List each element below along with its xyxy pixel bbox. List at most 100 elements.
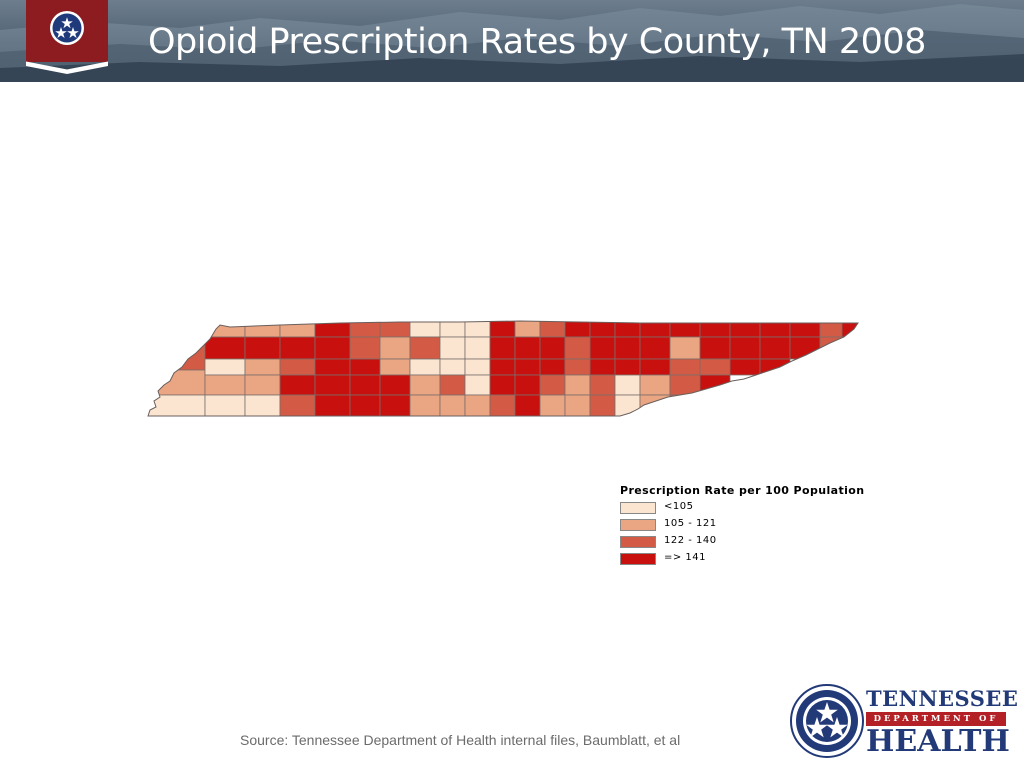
seal-icon [790,684,864,758]
county [589,321,616,338]
county [379,358,411,376]
county [349,358,381,376]
county [314,394,351,416]
county [464,358,491,376]
county [514,394,541,416]
county [148,344,206,371]
county [841,321,858,338]
county [464,321,491,338]
county [819,321,843,338]
county [614,358,641,376]
county [148,369,206,396]
county [639,358,671,376]
source-citation: Source: Tennessee Department of Health i… [240,732,681,748]
county [439,336,466,360]
page-title: Opioid Prescription Rates by County, TN … [148,22,926,62]
county [489,394,516,416]
county [614,394,641,416]
county [379,394,411,416]
county [244,394,281,416]
county [314,374,351,396]
county [279,358,316,376]
county [204,374,246,396]
county [729,358,761,376]
county [639,336,671,360]
county [349,336,381,360]
county [669,336,701,360]
county [564,374,591,396]
star-icon [67,27,79,38]
county [204,358,246,376]
county [729,321,761,338]
county [379,336,411,360]
county [514,374,541,396]
county [539,321,566,338]
county [589,374,616,396]
county [564,394,591,416]
county [514,336,541,360]
county [729,336,761,360]
county [564,321,591,338]
county [564,358,591,376]
county [279,374,316,396]
county [439,321,466,338]
legend-label: => 141 [664,552,707,563]
county [409,336,441,360]
legend-title: Prescription Rate per 100 Population [620,484,865,497]
county [464,336,491,360]
tn-flag-badge [26,0,108,74]
county [244,358,281,376]
county [589,358,616,376]
legend-swatch [620,553,656,565]
county [699,336,731,360]
county [244,336,281,360]
legend-label: 122 - 140 [664,535,717,546]
county [614,374,641,396]
county [514,358,541,376]
legend-swatch [620,519,656,531]
county [204,394,246,416]
county [409,394,441,416]
county [409,321,441,338]
header-banner: Opioid Prescription Rates by County, TN … [0,0,1024,82]
state-outline [147,320,859,417]
county [589,336,616,360]
county [539,336,566,360]
county [464,394,491,416]
county [204,336,246,360]
county [439,394,466,416]
county [639,394,671,416]
county [464,374,491,396]
logo-text-tennessee: TENNESSEE [866,686,1019,711]
county [349,321,381,338]
county [489,321,516,338]
logo-text-health: HEALTH [866,724,1010,759]
county [669,358,701,376]
county [759,321,791,338]
county [819,336,843,360]
county [439,374,466,396]
legend-label: 105 - 121 [664,518,717,529]
county [699,321,731,338]
logo-text-department: DEPARTMENT OF [866,712,1006,726]
legend-swatch [620,502,656,514]
county [639,321,671,338]
county [514,321,541,338]
county [669,321,701,338]
county [614,321,641,338]
county [539,358,566,376]
county [669,394,701,416]
county [314,321,351,338]
county [639,374,671,396]
star-icon [826,717,848,738]
county [279,336,316,360]
star-icon [806,717,828,738]
county [314,336,351,360]
county [409,374,441,396]
county [314,358,351,376]
county [349,394,381,416]
county [379,321,411,338]
mountain-backdrop [0,4,1024,82]
map-legend: Prescription Rate per 100 Population <10… [620,484,865,565]
county [279,321,316,338]
